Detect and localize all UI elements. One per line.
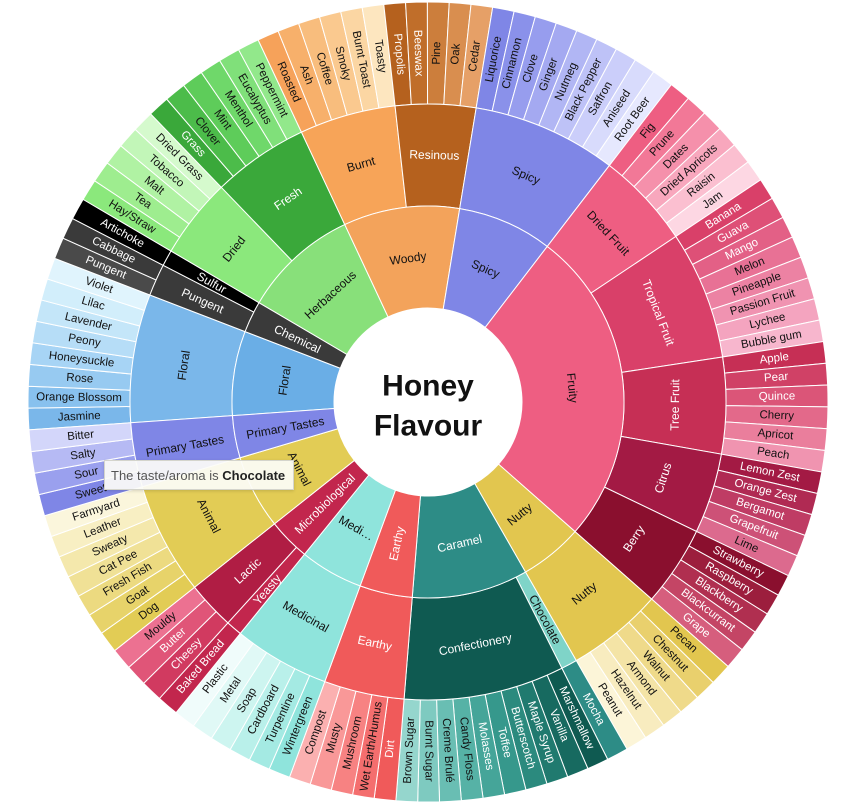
- tooltip-prefix: The taste/aroma is: [111, 468, 223, 483]
- center-disk: [336, 310, 520, 494]
- leaf-label-beeswax: Beeswax: [411, 30, 424, 77]
- chart-title-line-2: Flavour: [374, 410, 483, 443]
- category-segment-fruity[interactable]: [484, 245, 625, 533]
- leaf-label-cedar: Cedar: [467, 40, 483, 73]
- leaf-label-rose: Rose: [66, 372, 94, 386]
- leaf-label-salty: Salty: [69, 447, 96, 463]
- tooltip: The taste/aroma is Chocolate: [104, 460, 294, 490]
- subcategory-label-tree-fruit: Tree Fruit: [668, 378, 683, 430]
- category-label-fruity: Fruity: [564, 372, 581, 403]
- leaf-label-pear: Pear: [764, 371, 789, 385]
- leaf-label-peony: Peony: [67, 332, 101, 350]
- leaf-label-quince: Quince: [759, 390, 796, 403]
- chart-title-line-1: Honey: [382, 370, 474, 403]
- tooltip-value: Chocolate: [222, 468, 286, 483]
- leaf-label-cherry: Cherry: [759, 409, 794, 422]
- leaf-label-bitter: Bitter: [67, 429, 95, 444]
- leaf-label-apricot: Apricot: [757, 427, 795, 442]
- leaf-label-jasmine: Jasmine: [58, 410, 101, 424]
- leaf-label-peach: Peach: [756, 445, 790, 462]
- category-segment-primary-tastes[interactable]: [231, 408, 339, 459]
- subcategory-label-resinous: Resinous: [409, 147, 459, 162]
- leaf-label-propolis: Propolis: [391, 33, 406, 76]
- leaf-label-oak: Oak: [449, 43, 463, 65]
- category-label-floral: Floral: [275, 365, 293, 397]
- category-label-woody: Woody: [389, 249, 428, 268]
- leaf-label-dirt: Dirt: [384, 739, 398, 759]
- leaf-label-orange-blossom: Orange Blossom: [36, 391, 122, 404]
- leaf-label-pine: Pine: [431, 41, 444, 64]
- subcategory-label-floral: Floral: [175, 350, 193, 382]
- leaf-label-toasty: Toasty: [372, 39, 388, 74]
- leaf-label-brown-sugar: Brown Sugar: [402, 717, 418, 784]
- leaf-label-sour: Sour: [73, 465, 99, 482]
- leaf-label-creme-brul: Creme Brulé: [440, 718, 456, 783]
- leaf-label-burnt-sugar: Burnt Sugar: [422, 720, 434, 782]
- leaf-label-apple: Apple: [759, 351, 790, 367]
